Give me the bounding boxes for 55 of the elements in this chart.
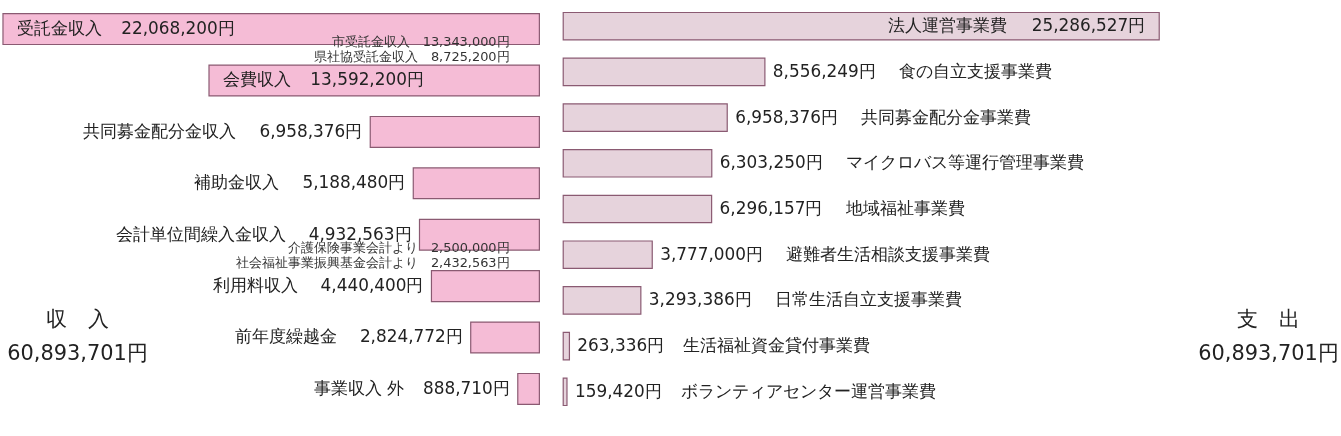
- annotation: 県社協受託金収入 8,725,200円: [313, 49, 510, 65]
- y-tick-label: 法人運営事業費: [888, 15, 1008, 36]
- y-tick-label: ボランティアセンター運営事業費: [680, 380, 936, 401]
- data-label: 25,286,527円: [1031, 15, 1146, 36]
- data-label: 4,440,400円: [320, 275, 424, 296]
- bar: [412, 167, 540, 200]
- y-tick-label: 共同募金配分金事業費: [861, 106, 1032, 127]
- data-label: 6,303,250円: [719, 152, 823, 173]
- bar: [562, 194, 713, 224]
- text: 60,893,701円: [1198, 340, 1339, 365]
- data-label: 13,592,200円: [310, 69, 424, 90]
- data-label: 3,293,386円: [648, 289, 752, 310]
- bar: [517, 372, 540, 405]
- bar: [562, 240, 653, 269]
- annotation: 60,893,701円: [7, 340, 148, 365]
- data-label: 3,777,000円: [660, 243, 764, 264]
- annotation: 社会福祉事業振興基金会計より 2,432,563円: [235, 254, 510, 270]
- data-label: 159,420円: [574, 380, 662, 401]
- y-tick-label: 会費収入: [222, 69, 291, 90]
- bar: [562, 286, 642, 315]
- y-tick-label: 事業収入 外: [313, 377, 405, 398]
- y-tick-label: 日常生活自立支援事業費: [774, 289, 962, 310]
- data-label: 8,556,249円: [772, 60, 876, 81]
- data-label: 6,296,157円: [719, 197, 823, 218]
- y-tick-label: 共同募金配分金収入: [83, 120, 237, 141]
- data-label: 5,188,480円: [302, 172, 406, 193]
- bar: [208, 64, 540, 97]
- y-tick-label: 前年度繰越金: [234, 326, 337, 347]
- y-tick-label: マイクロバス等運行管理事業費: [845, 152, 1084, 173]
- data-label: 2,824,772円: [359, 326, 463, 347]
- y-tick-label: 受託金収入: [16, 18, 102, 39]
- annotation: 市受託金収入 13,343,000円: [331, 34, 510, 50]
- bar: [430, 270, 540, 303]
- y-tick-label: 食の自立支援事業費: [898, 60, 1052, 81]
- data-label: 263,336円: [577, 335, 665, 356]
- bar: [562, 103, 728, 132]
- bar: [562, 377, 568, 407]
- y-tick-label: 避難者生活相談支援事業費: [786, 243, 991, 264]
- data-label: 888,710円: [423, 377, 510, 398]
- bar: [369, 115, 540, 148]
- annotation: 収 入: [45, 307, 109, 332]
- y-tick-label: 生活福祉資金貸付事業費: [683, 335, 871, 356]
- data-label: 6,958,376円: [259, 120, 363, 141]
- bar: [562, 149, 713, 178]
- bar: [470, 321, 540, 354]
- data-label: 6,958,376円: [735, 106, 839, 127]
- text: 支 出: [1236, 307, 1300, 332]
- bar: [562, 11, 1160, 41]
- y-tick-label: 補助金収入: [194, 172, 280, 193]
- bar: [562, 331, 571, 361]
- bar: [562, 57, 766, 87]
- y-tick-label: 利用料収入: [212, 275, 298, 296]
- y-tick-label: 会計単位間繰入金収入: [115, 223, 286, 244]
- y-tick-label: 地域福祉事業費: [844, 197, 965, 218]
- data-label: 22,068,200円: [121, 18, 235, 39]
